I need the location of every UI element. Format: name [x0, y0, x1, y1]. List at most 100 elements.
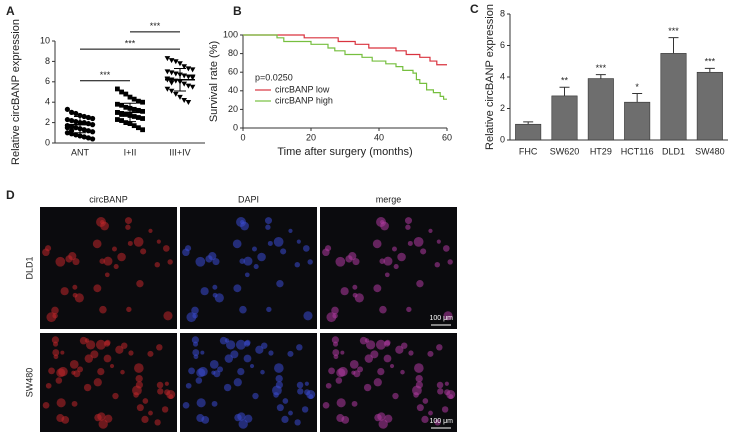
- legend-label: circBANP low: [275, 84, 330, 94]
- y-tick-label: 6: [45, 76, 50, 86]
- cell: [408, 350, 414, 356]
- cell: [389, 363, 395, 369]
- error-bar: [668, 37, 679, 54]
- cell: [90, 350, 99, 359]
- cell: [98, 419, 108, 429]
- point: [181, 64, 187, 70]
- cell: [147, 350, 154, 357]
- cell: [404, 217, 412, 225]
- x-tick-label: 40: [374, 132, 384, 142]
- cell: [260, 369, 265, 375]
- error-bar: [632, 93, 643, 103]
- point: [181, 81, 187, 87]
- y-tick-label: 2: [500, 103, 505, 113]
- point: [164, 69, 171, 75]
- point: [140, 116, 145, 121]
- cell: [226, 340, 236, 350]
- cell: [125, 224, 131, 230]
- x-tick-label: FHC: [519, 146, 538, 156]
- cell: [397, 252, 406, 262]
- cell: [209, 359, 219, 369]
- x-tick-label: SW480: [695, 146, 725, 156]
- cell: [135, 381, 143, 389]
- x-tick-label: 0: [240, 132, 245, 142]
- bar: [551, 95, 578, 141]
- point: [140, 108, 145, 114]
- row-label: DLD1: [24, 256, 34, 279]
- cell: [264, 217, 272, 225]
- point: [123, 120, 129, 125]
- point: [168, 88, 175, 94]
- cell: [93, 378, 102, 387]
- cell: [185, 382, 192, 389]
- cell: [112, 392, 119, 400]
- point: [185, 74, 192, 80]
- x-tick-label: 20: [306, 132, 316, 142]
- cell: [266, 306, 272, 313]
- cell: [230, 350, 239, 359]
- cell: [113, 264, 119, 270]
- cell: [223, 383, 232, 392]
- cell: [95, 339, 106, 350]
- cell: [434, 419, 441, 426]
- cell: [237, 367, 245, 376]
- cell: [428, 228, 433, 234]
- point: [173, 91, 179, 97]
- cell: [373, 284, 382, 293]
- cell: [55, 256, 66, 267]
- cell: [364, 354, 374, 363]
- cell: [68, 252, 77, 261]
- cell: [253, 264, 259, 270]
- significance-label: ***: [100, 70, 111, 80]
- cell: [406, 306, 412, 313]
- cell: [443, 311, 453, 321]
- cell: [136, 280, 144, 288]
- cell: [97, 367, 105, 376]
- cell: [168, 394, 174, 400]
- cell: [84, 338, 90, 343]
- x-tick-label: I+II: [124, 147, 137, 157]
- cell: [422, 398, 429, 404]
- cell: [200, 350, 205, 355]
- cell: [378, 419, 388, 429]
- cell: [296, 344, 303, 351]
- cell: [224, 354, 234, 363]
- point: [64, 130, 70, 136]
- cell: [126, 306, 132, 313]
- cell: [415, 381, 423, 389]
- value-label: *: [635, 82, 639, 92]
- y-tick-label: 8: [500, 8, 505, 18]
- cell: [383, 256, 393, 266]
- cell: [244, 272, 250, 278]
- cell: [281, 415, 289, 424]
- cell: [442, 245, 450, 252]
- cell: [211, 370, 216, 375]
- cell: [148, 228, 153, 234]
- point: [164, 56, 171, 62]
- cell: [307, 259, 313, 265]
- y-tick-label: 6: [500, 40, 505, 50]
- y-tick-label: 80: [228, 48, 238, 58]
- cell: [243, 256, 253, 266]
- cell: [60, 287, 69, 296]
- cell: [434, 262, 440, 268]
- cell: [191, 336, 199, 344]
- cell: [332, 313, 338, 319]
- y-axis-label: Relative circBANP expression: [484, 4, 496, 150]
- cell: [395, 345, 404, 354]
- panel-label: C: [470, 2, 479, 16]
- cell: [52, 341, 59, 347]
- cell: [374, 413, 382, 422]
- cell: [201, 416, 210, 424]
- cell: [447, 259, 453, 265]
- x-tick-label: HCT116: [621, 146, 654, 156]
- cell: [275, 381, 283, 389]
- cell: [163, 311, 173, 321]
- cell: [288, 410, 293, 416]
- bar: [587, 78, 614, 141]
- point: [73, 125, 79, 131]
- y-tick-label: 60: [228, 67, 238, 77]
- cell: [340, 350, 345, 355]
- cell: [427, 350, 434, 357]
- error-bar: [595, 74, 606, 79]
